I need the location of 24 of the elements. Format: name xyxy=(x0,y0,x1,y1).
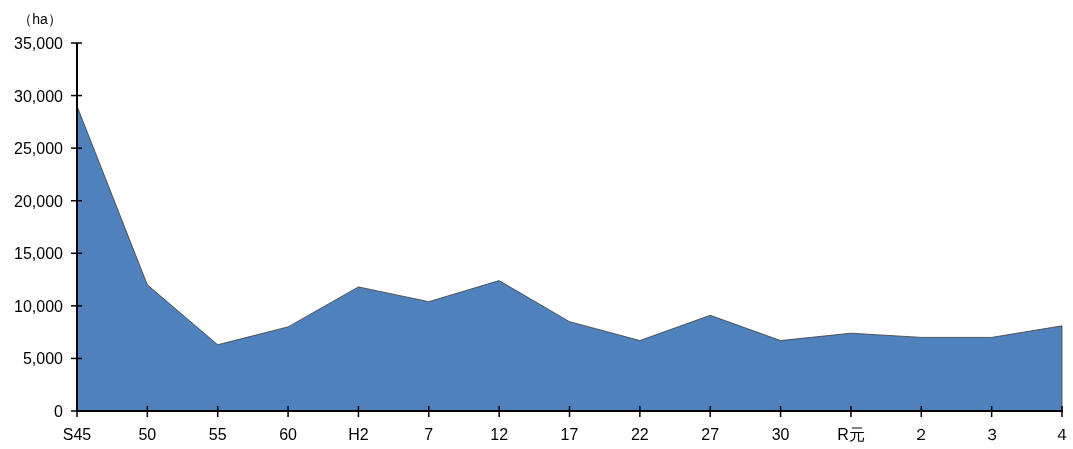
x-tick-label: S45 xyxy=(62,426,92,443)
y-tick-label: 20,000 xyxy=(14,192,64,210)
x-tick-label: 22 xyxy=(630,426,649,443)
y-tick-label: 10,000 xyxy=(14,297,64,315)
x-tick-label: 12 xyxy=(490,426,509,443)
x-tick-label: 50 xyxy=(138,426,157,443)
x-tick-label: H2 xyxy=(348,426,369,443)
x-tick-label: ２ xyxy=(913,426,930,443)
y-tick-label: 25,000 xyxy=(14,140,64,158)
x-tick-label: 30 xyxy=(771,426,790,443)
x-tick-label: 7 xyxy=(424,426,434,443)
x-tick-label: ４ xyxy=(1054,426,1070,443)
x-tick-label: 60 xyxy=(279,426,298,443)
y-tick-label: 35,000 xyxy=(14,35,64,52)
x-tick-label: 17 xyxy=(560,426,579,443)
y-axis-title: （ha） xyxy=(18,11,62,27)
y-tick-label: 15,000 xyxy=(14,245,64,263)
x-tick-label: ３ xyxy=(983,426,1000,443)
x-tick-label: 55 xyxy=(208,426,227,443)
x-tick-label: R元 xyxy=(837,426,865,443)
y-tick-label: 30,000 xyxy=(14,87,64,105)
y-tick-label: 0 xyxy=(54,403,64,420)
y-tick-label: 5,000 xyxy=(22,350,64,368)
x-tick-label: 27 xyxy=(701,426,720,443)
